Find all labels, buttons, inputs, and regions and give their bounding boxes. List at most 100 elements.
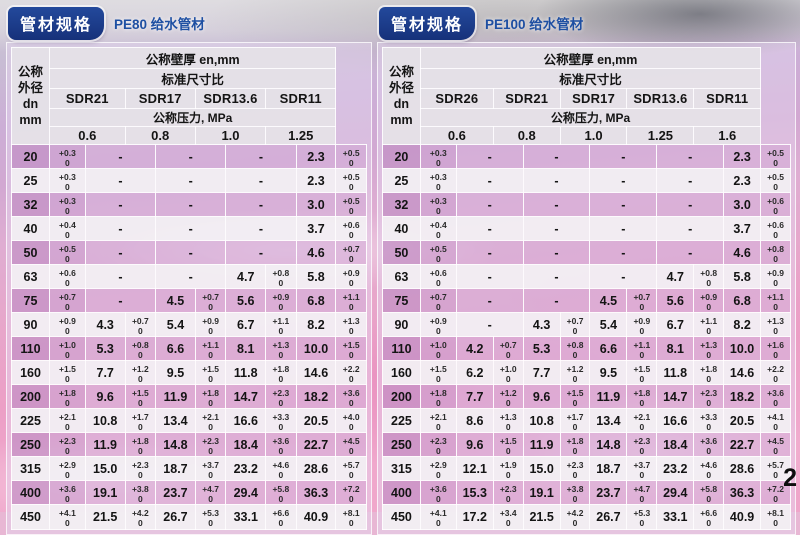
tolerance-lower: 0 — [706, 421, 712, 432]
tolerance-upper: +2.3 — [429, 436, 447, 447]
tolerance-lower: 0 — [773, 373, 778, 384]
tolerance-stack: +0.3 0 — [430, 148, 447, 168]
wall-tolerance-cell: +1.3 0 — [760, 312, 791, 338]
dn-tolerance-cell: +0.4 0 — [48, 216, 86, 242]
dn-cell: 315 — [382, 456, 421, 482]
sdr-column-header: SDR11 — [693, 88, 762, 109]
wall-tolerance-cell: +1.2 0 — [559, 360, 591, 386]
tolerance-lower: 0 — [65, 349, 70, 360]
tolerance-upper: +2.3 — [499, 484, 517, 495]
pe80-subtitle: PE80 给水管材 — [114, 17, 205, 32]
wall-tolerance-cell: +0.7 0 — [335, 240, 367, 266]
tolerance-stack: +1.5 0 — [500, 437, 517, 456]
wall-tolerance-cell: +0.5 0 — [335, 143, 367, 170]
wall-thickness-value-cell: 36.3 — [723, 480, 762, 506]
table-header: 公称外径 dn mm 公称壁厚 en,mm 标准尺寸比 SDR21 SDR17 SDR13.6… — [11, 47, 367, 145]
wall-thickness-value-cell: 28.6 — [723, 456, 762, 482]
wall-thickness-value-cell: 9.6 — [455, 432, 494, 458]
dash-cell: - — [155, 192, 227, 218]
wall-thickness-value-cell: 23.2 — [656, 456, 695, 482]
dn-cell: 90 — [382, 312, 421, 338]
tolerance-lower: 0 — [505, 373, 511, 384]
tolerance-lower: 0 — [65, 397, 70, 408]
tolerance-upper: +0.3 — [59, 172, 76, 183]
table-row: 450 +4.1 0 17.2 +3.4 0 21.5 +4.2 0 26.7 +5.3 0 33.1 +… — [382, 504, 791, 530]
tolerance-stack: +1.2 0 — [132, 365, 149, 384]
tolerance-stack: +3.6 0 — [59, 485, 76, 504]
wall-thickness-value-cell: 20.5 — [295, 408, 337, 434]
tolerance-lower: 0 — [572, 325, 578, 336]
dash-cell: - — [522, 192, 591, 218]
tolerance-stack: +0.6 0 — [430, 269, 447, 288]
tolerance-lower: 0 — [348, 325, 354, 336]
tolerance-upper: +0.8 — [131, 340, 149, 351]
tolerance-lower: 0 — [639, 469, 645, 480]
wall-tolerance-cell: +2.2 0 — [760, 360, 791, 386]
wall-tolerance-cell: +1.5 0 — [194, 360, 227, 386]
wall-tolerance-cell: +1.6 0 — [760, 336, 791, 362]
tolerance-lower: 0 — [505, 445, 511, 456]
pe80-table-frame: 公称外径 dn mm 公称壁厚 en,mm 标准尺寸比 SDR21 SDR17 SDR13.6… — [6, 42, 372, 535]
tolerance-lower: 0 — [278, 325, 284, 336]
wall-thickness-header: 公称壁厚 en,mm — [48, 47, 337, 69]
tolerance-stack: +0.8 0 — [567, 341, 584, 360]
tolerance-upper: +1.3 — [272, 340, 290, 351]
wall-tolerance-cell: +6.6 0 — [693, 504, 725, 530]
tolerance-stack: +0.7 0 — [633, 293, 650, 312]
tolerance-upper: +1.1 — [202, 340, 219, 351]
tolerance-upper: +4.1 — [59, 508, 76, 519]
dn-tolerance-cell: +0.9 0 — [419, 312, 457, 338]
wall-thickness-value-cell: 4.7 — [656, 264, 695, 290]
dn-tolerance-cell: +0.3 0 — [48, 143, 86, 170]
tolerance-lower: 0 — [435, 205, 441, 216]
dn-tolerance-cell: +4.1 0 — [48, 504, 86, 530]
tolerance-upper: +1.3 — [499, 412, 517, 423]
tolerance-lower: 0 — [639, 373, 645, 384]
tolerance-stack: +1.8 0 — [633, 389, 650, 408]
table-row: 160 +1.5 0 6.2 +1.0 0 7.7 +1.2 0 9.5 +1.5 0 11.8 +1.8… — [382, 360, 791, 386]
tolerance-upper: +1.1 — [633, 340, 651, 351]
tolerance-stack: +5.3 0 — [633, 509, 650, 528]
tolerance-stack: +0.4 0 — [59, 221, 76, 240]
tolerance-lower: 0 — [639, 517, 645, 528]
wall-tolerance-cell: +3.7 0 — [626, 456, 658, 482]
wall-tolerance-cell: +0.5 0 — [760, 168, 791, 194]
pe100-title-row: 管材规格 PE100 给水管材 — [377, 6, 796, 40]
tolerance-lower: 0 — [348, 421, 354, 432]
tolerance-stack: +1.0 0 — [500, 365, 517, 384]
wall-thickness-value-cell: 5.8 — [723, 264, 762, 290]
tolerance-lower: 0 — [572, 517, 578, 528]
wall-tolerance-cell: +4.0 0 — [335, 408, 367, 434]
tolerance-stack: +3.7 0 — [633, 461, 650, 480]
tolerance-lower: 0 — [773, 301, 778, 312]
tolerance-upper: +5.7 — [342, 460, 360, 471]
tolerance-stack: +3.3 0 — [700, 413, 717, 432]
tolerance-upper: +1.5 — [202, 364, 219, 375]
sdr-column-header: SDR11 — [265, 88, 337, 109]
wall-thickness-value-cell: 26.7 — [155, 504, 196, 530]
tolerance-upper: +2.9 — [59, 460, 76, 471]
wall-thickness-value-cell: 16.6 — [225, 408, 267, 434]
tolerance-lower: 0 — [348, 157, 354, 168]
tolerance-lower: 0 — [348, 397, 354, 408]
tolerance-lower: 0 — [435, 301, 441, 312]
tolerance-upper: +0.4 — [59, 220, 76, 231]
wall-tolerance-cell: +0.5 0 — [335, 168, 367, 194]
tolerance-upper: +1.3 — [342, 316, 360, 327]
dn-cell: 110 — [382, 336, 421, 362]
wall-thickness-value-cell: 6.6 — [589, 336, 628, 362]
dash-cell: - — [225, 216, 297, 242]
wall-thickness-value-cell: 4.7 — [225, 264, 267, 290]
tolerance-lower: 0 — [208, 349, 213, 360]
tolerance-lower: 0 — [348, 229, 354, 240]
dn-cell: 75 — [382, 288, 421, 314]
table-body: 20 +0.3 0- - - -2.3 +0.5 0 25 +0.3 0- - - -2.3 +0.5 0 32… — [382, 143, 791, 530]
dn-header-line: dn — [22, 97, 39, 111]
wall-thickness-value-cell: 14.7 — [225, 384, 267, 410]
table-row: 315 +2.9 0 15.0 +2.3 0 18.7 +3.7 0 23.2 +4.6 0 28.6 +… — [11, 456, 367, 482]
table-row: 20 +0.3 0- - -2.3 +0.5 0 — [11, 143, 367, 170]
tolerance-lower: 0 — [706, 397, 712, 408]
wall-tolerance-cell: +8.1 0 — [335, 504, 367, 530]
tolerance-upper: +5.8 — [272, 484, 290, 495]
wall-thickness-value-cell: 8.1 — [656, 336, 695, 362]
